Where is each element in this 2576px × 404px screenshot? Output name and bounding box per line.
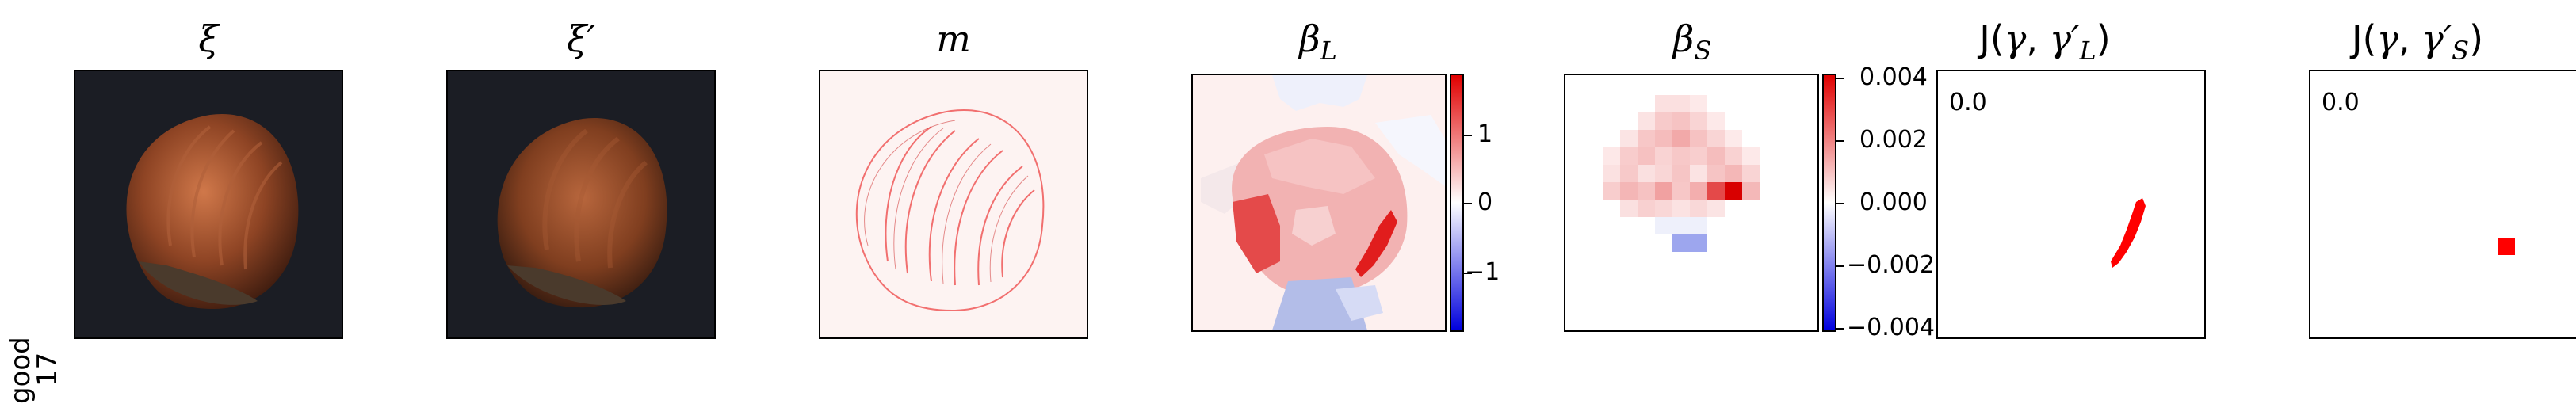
beta-s-cell	[1638, 147, 1655, 165]
beta-s-cell	[1603, 147, 1620, 165]
beta-l-heatmap	[1193, 75, 1445, 330]
title-xi-prime: ξ′	[567, 17, 595, 60]
beta-s-cell	[1672, 95, 1690, 112]
hazelnut-reconstruction	[497, 117, 667, 308]
colorbar-l-tick-0: 0	[1477, 189, 1493, 216]
beta-s-cell	[1655, 147, 1672, 165]
colorbar-s-tick-0: 0.004	[1859, 63, 1928, 91]
beta-s-cell	[1655, 200, 1672, 217]
beta-s-cell	[1672, 217, 1690, 234]
beta-s-cell	[1707, 147, 1725, 165]
beta-s-cell	[1690, 112, 1707, 130]
beta-s-cell	[1638, 200, 1655, 217]
colorbar-beta-s	[1822, 74, 1836, 332]
beta-s-cell	[1725, 147, 1742, 165]
jaccard-s-mask	[2498, 238, 2515, 255]
beta-l-map	[1191, 74, 1447, 332]
beta-s-cell	[1707, 182, 1725, 200]
beta-s-cell	[1638, 182, 1655, 200]
beta-s-cell	[1603, 165, 1620, 182]
beta-s-cell	[1638, 112, 1655, 130]
jaccard-l-panel: 0.0	[1936, 70, 2206, 339]
beta-s-cell	[1620, 165, 1638, 182]
row-label-index: 17	[32, 352, 63, 387]
beta-s-cell	[1603, 182, 1620, 200]
colorbar-l-tick-neg1: −1	[1465, 258, 1500, 286]
beta-s-cell	[1690, 200, 1707, 217]
beta-s-cell	[1620, 200, 1638, 217]
beta-s-cell	[1707, 112, 1725, 130]
title-beta-l: βL	[1299, 17, 1337, 67]
beta-s-cell	[1655, 217, 1672, 234]
beta-s-cell	[1638, 130, 1655, 147]
beta-s-cell	[1690, 130, 1707, 147]
jaccard-s-score: 0.0	[2322, 89, 2360, 116]
beta-s-cell	[1707, 165, 1725, 182]
row-label: good 17	[0, 166, 63, 404]
beta-s-cell	[1620, 130, 1638, 147]
beta-s-cell	[1672, 130, 1690, 147]
beta-s-cell	[1690, 165, 1707, 182]
title-beta-s: βS	[1672, 17, 1712, 67]
beta-s-cell	[1655, 130, 1672, 147]
colorbar-s-tick-1: 0.002	[1859, 126, 1928, 154]
beta-s-cell	[1725, 165, 1742, 182]
beta-s-cell	[1742, 165, 1760, 182]
beta-s-cell	[1655, 95, 1672, 112]
beta-s-cell	[1620, 182, 1638, 200]
beta-s-cell	[1742, 182, 1760, 200]
beta-s-cell	[1672, 147, 1690, 165]
beta-s-cell	[1638, 165, 1655, 182]
beta-s-map	[1564, 74, 1819, 332]
title-jaccard-l: J(γ, γ′L)	[1979, 17, 2111, 67]
beta-s-cell	[1672, 234, 1690, 252]
beta-s-cell	[1742, 147, 1760, 165]
jaccard-l-score: 0.0	[1949, 89, 1987, 116]
beta-s-cell	[1655, 112, 1672, 130]
beta-s-cell	[1707, 200, 1725, 217]
beta-s-cell	[1690, 182, 1707, 200]
colorbar-s-tick-4: −0.004	[1847, 314, 1936, 341]
colorbar-l-tick-1: 1	[1477, 120, 1493, 148]
beta-s-cell	[1725, 182, 1742, 200]
beta-s-cell	[1690, 147, 1707, 165]
mask-m	[819, 70, 1088, 339]
beta-s-cell	[1672, 165, 1690, 182]
title-xi: ξ	[198, 17, 219, 60]
beta-s-cell	[1690, 217, 1707, 234]
original-image	[74, 70, 343, 339]
beta-s-cell	[1707, 130, 1725, 147]
colorbar-s-tick-2: 0.000	[1859, 189, 1928, 216]
colorbar-beta-l	[1450, 74, 1464, 332]
beta-s-cell	[1620, 147, 1638, 165]
beta-s-cell	[1655, 165, 1672, 182]
jaccard-s-panel: 0.0	[2309, 70, 2576, 339]
beta-s-cell	[1690, 234, 1707, 252]
hazelnut-image	[126, 113, 299, 309]
beta-s-heatmap	[1603, 95, 1760, 252]
beta-s-cell	[1672, 200, 1690, 217]
mask-heatmap	[855, 109, 1045, 312]
beta-s-cell	[1690, 95, 1707, 112]
beta-s-cell	[1725, 130, 1742, 147]
title-m: m	[936, 17, 971, 60]
title-jaccard-s: J(γ, γ′S)	[2351, 17, 2484, 67]
beta-s-cell	[1655, 182, 1672, 200]
beta-s-cell	[1672, 112, 1690, 130]
beta-s-cell	[1672, 182, 1690, 200]
colorbar-s-tick-3: −0.002	[1847, 251, 1936, 279]
reconstructed-image	[446, 70, 716, 339]
jaccard-l-mask	[2111, 198, 2146, 268]
